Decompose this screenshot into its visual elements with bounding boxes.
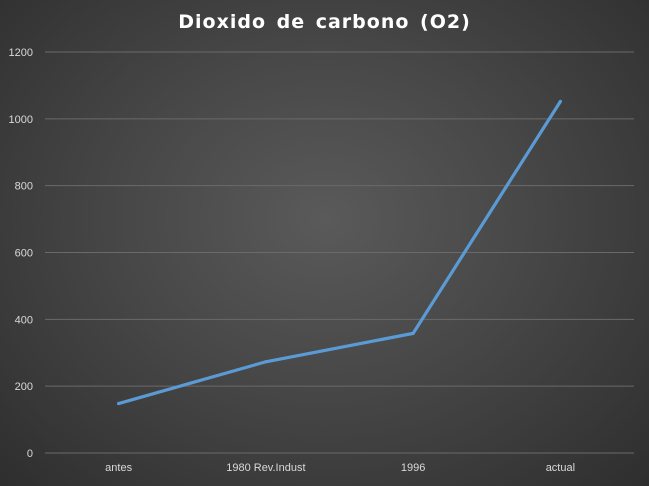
y-tick-label: 400 [15, 314, 33, 326]
x-tick-label: antes [105, 462, 132, 474]
data-point [264, 360, 267, 363]
y-tick-label: 1200 [9, 47, 33, 59]
x-tick-label: 1996 [401, 462, 425, 474]
y-tick-label: 800 [15, 181, 33, 193]
y-tick-label: 600 [15, 248, 33, 260]
y-tick-label: 0 [27, 448, 33, 460]
x-tick-label: actual [546, 462, 575, 474]
y-axis-ticks: 0 200 400 600 800 1000 1200 [9, 47, 33, 460]
data-point [412, 332, 415, 335]
data-point [559, 100, 562, 103]
y-tick-label: 1000 [9, 114, 33, 126]
x-axis-ticks: antes 1980 Rev.Indust 1996 actual [105, 462, 575, 474]
data-point [117, 402, 120, 405]
gridlines [45, 52, 634, 453]
x-tick-label: 1980 Rev.Indust [226, 462, 305, 474]
y-tick-label: 200 [15, 381, 33, 393]
